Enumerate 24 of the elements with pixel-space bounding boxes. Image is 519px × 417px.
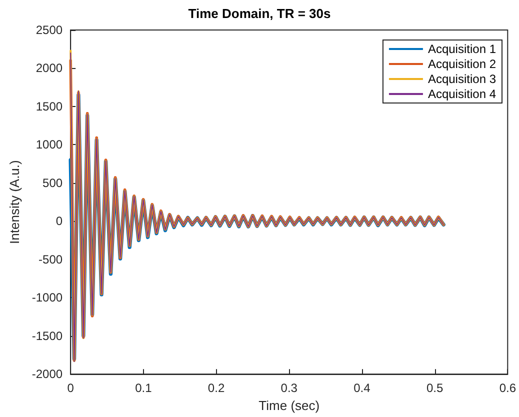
y-tick-label: 500 <box>42 176 63 190</box>
y-tick-label: -1500 <box>32 328 63 343</box>
x-tick-label: 0.6 <box>499 381 516 396</box>
x-axis-title: Time (sec) <box>258 398 320 413</box>
chart-title: Time Domain, TR = 30s <box>188 6 331 21</box>
y-tick-label: 2500 <box>36 23 63 37</box>
legend-label: Acquisition 4 <box>428 87 496 101</box>
x-tick-label: 0.4 <box>354 381 371 396</box>
x-tick-label: 0.2 <box>208 381 225 396</box>
legend-label: Acquisition 2 <box>428 57 496 71</box>
x-tick-label: 0.1 <box>135 381 152 396</box>
x-tick-label: 0.5 <box>426 381 444 396</box>
y-tick-label: 2000 <box>36 61 63 76</box>
y-tick-label: -1000 <box>32 290 63 305</box>
y-tick-label: -500 <box>38 252 63 266</box>
x-tick-label: 0.3 <box>280 381 298 396</box>
y-tick-label: -2000 <box>32 367 63 382</box>
x-tick-label: 0 <box>67 381 74 396</box>
y-tick-label: 0 <box>56 214 63 228</box>
y-tick-label: 1000 <box>36 138 63 152</box>
legend-label: Acquisition 3 <box>428 72 496 86</box>
legend-label: Acquisition 1 <box>428 42 496 56</box>
y-axis-title: Intensity (A.u.) <box>7 160 22 244</box>
y-tick-label: 1500 <box>36 99 63 114</box>
